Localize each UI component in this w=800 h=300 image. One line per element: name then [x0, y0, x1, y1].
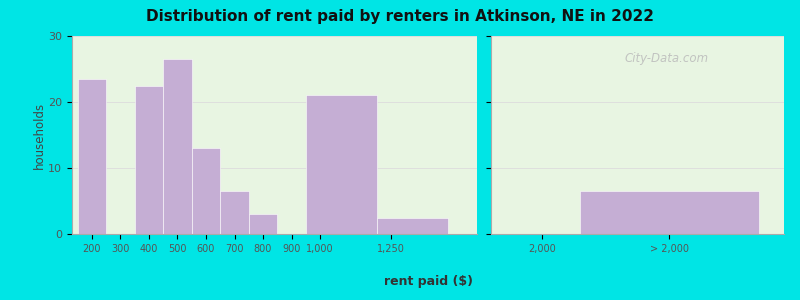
- Bar: [192, 148, 220, 234]
- Bar: [306, 95, 377, 234]
- Text: rent paid ($): rent paid ($): [383, 275, 473, 288]
- Bar: [78, 79, 106, 234]
- Bar: [163, 59, 192, 234]
- Bar: [377, 218, 448, 234]
- Text: Distribution of rent paid by renters in Atkinson, NE in 2022: Distribution of rent paid by renters in …: [146, 9, 654, 24]
- Bar: [249, 214, 278, 234]
- Bar: [580, 191, 758, 234]
- Bar: [220, 191, 249, 234]
- Text: City-Data.com: City-Data.com: [625, 52, 709, 65]
- Bar: [134, 85, 163, 234]
- Y-axis label: households: households: [32, 101, 46, 169]
